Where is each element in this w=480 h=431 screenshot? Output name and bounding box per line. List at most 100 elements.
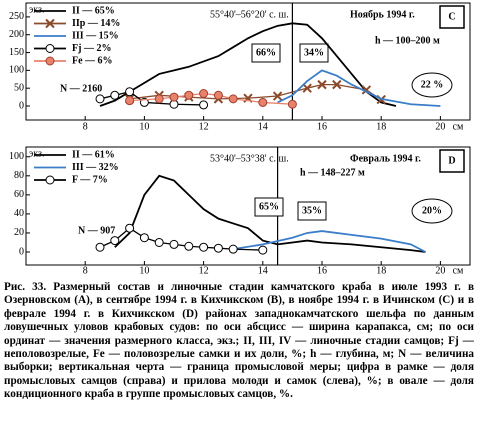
y-tick-label: 250 bbox=[9, 11, 24, 22]
y-axis-label: экз. bbox=[29, 148, 44, 159]
sample-size: N — 2160 bbox=[60, 83, 102, 94]
share-label: 66% bbox=[256, 47, 276, 58]
open-marker bbox=[95, 94, 105, 104]
x-marker bbox=[272, 91, 283, 101]
x-marker bbox=[317, 79, 327, 90]
open-marker bbox=[154, 237, 164, 247]
x-tick-label: 12 bbox=[199, 265, 209, 276]
legend-label: II — 65% bbox=[72, 5, 115, 16]
x-tick-label: 8 bbox=[83, 265, 88, 276]
x-axis-label: см bbox=[453, 121, 464, 132]
y-axis-label: экз. bbox=[29, 4, 44, 15]
panel-box bbox=[439, 5, 465, 29]
share-box bbox=[297, 201, 327, 221]
y-tick-label: 200 bbox=[9, 29, 24, 40]
panel-letter: C bbox=[448, 11, 455, 22]
open-marker bbox=[110, 236, 120, 246]
sample-size: N — 907 bbox=[78, 225, 115, 236]
x-tick-label: 20 bbox=[435, 121, 445, 132]
x-marker bbox=[332, 79, 342, 90]
series-line bbox=[114, 174, 426, 253]
y-tick-label: 100 bbox=[9, 65, 24, 76]
panel-box bbox=[439, 149, 465, 173]
x-marker bbox=[302, 83, 312, 93]
x-tick-label: 12 bbox=[199, 121, 209, 132]
oval-label: 20% bbox=[422, 205, 442, 216]
x-tick-label: 16 bbox=[317, 265, 327, 276]
x-tick-label: 16 bbox=[317, 121, 327, 132]
depth: h — 148–227 м bbox=[300, 167, 365, 178]
y-tick-label: 40 bbox=[14, 208, 24, 219]
open-marker bbox=[213, 243, 223, 253]
month: Ноябрь 1994 г. bbox=[350, 9, 415, 20]
filled-marker bbox=[184, 90, 194, 100]
legend-label: III — 15% bbox=[72, 30, 119, 41]
x-tick-label: 18 bbox=[376, 265, 386, 276]
filled-marker bbox=[199, 89, 209, 99]
open-marker bbox=[110, 90, 120, 100]
open-marker bbox=[258, 245, 268, 255]
y-tick-label: 80 bbox=[14, 170, 24, 181]
filled-marker bbox=[228, 94, 238, 104]
y-tick-label: 150 bbox=[9, 47, 24, 58]
series-line bbox=[277, 69, 441, 107]
legend-label: Fe — 6% bbox=[72, 55, 113, 66]
y-tick-label: 100 bbox=[9, 151, 24, 162]
oval bbox=[411, 72, 453, 98]
open-marker bbox=[125, 223, 135, 233]
legend-label: IIр — 14% bbox=[72, 18, 120, 29]
share-label: 34% bbox=[304, 47, 324, 58]
y-tick-label: 50 bbox=[14, 82, 24, 93]
x-tick-label: 18 bbox=[376, 121, 386, 132]
legend-label: III — 32% bbox=[72, 162, 119, 173]
legend-label: Fj — 2% bbox=[72, 43, 111, 54]
legend-label: II — 61% bbox=[72, 149, 115, 160]
share-label: 65% bbox=[259, 201, 279, 212]
coords: 53°40'–53°38' с. ш. bbox=[210, 153, 289, 164]
legend-label: F — 7% bbox=[72, 174, 108, 185]
oval bbox=[411, 198, 453, 224]
filled-marker bbox=[258, 97, 268, 107]
series-line bbox=[233, 230, 427, 253]
legend-marker bbox=[45, 56, 55, 66]
depth: h — 100–200 м bbox=[375, 35, 440, 46]
filled-marker bbox=[125, 96, 135, 106]
share-label: 35% bbox=[302, 205, 322, 216]
x-tick-label: 14 bbox=[258, 121, 268, 132]
x-tick-label: 14 bbox=[258, 265, 268, 276]
filled-marker bbox=[169, 92, 179, 102]
oval-label: 22 % bbox=[421, 79, 444, 90]
x-tick-label: 10 bbox=[139, 265, 149, 276]
y-tick-label: 0 bbox=[19, 100, 24, 111]
y-tick-label: 20 bbox=[14, 227, 24, 238]
share-box bbox=[254, 197, 284, 217]
caption: Рис. 33. Размерный состав и линочные ста… bbox=[4, 281, 474, 401]
legend-marker bbox=[45, 175, 55, 185]
legend-marker bbox=[45, 18, 55, 29]
share-box bbox=[251, 43, 281, 63]
panel-letter: D bbox=[448, 155, 455, 166]
filled-marker bbox=[154, 94, 164, 104]
open-marker bbox=[169, 239, 179, 249]
open-marker bbox=[228, 244, 238, 254]
share-box bbox=[299, 43, 329, 63]
open-marker bbox=[199, 242, 209, 252]
x-tick-label: 20 bbox=[435, 265, 445, 276]
x-tick-label: 8 bbox=[83, 121, 88, 132]
x-tick-label: 10 bbox=[139, 121, 149, 132]
open-marker bbox=[184, 241, 194, 251]
y-tick-label: 0 bbox=[19, 246, 24, 257]
open-marker bbox=[199, 100, 209, 110]
y-tick-label: 60 bbox=[14, 189, 24, 200]
filled-marker bbox=[213, 90, 223, 100]
x-axis-label: см bbox=[453, 265, 464, 276]
month: Февраль 1994 г. bbox=[350, 153, 421, 164]
open-marker bbox=[125, 87, 135, 97]
filled-marker bbox=[287, 99, 297, 109]
open-marker bbox=[95, 242, 105, 252]
open-marker bbox=[139, 233, 149, 243]
legend-marker bbox=[45, 44, 55, 53]
series-line bbox=[99, 22, 397, 107]
